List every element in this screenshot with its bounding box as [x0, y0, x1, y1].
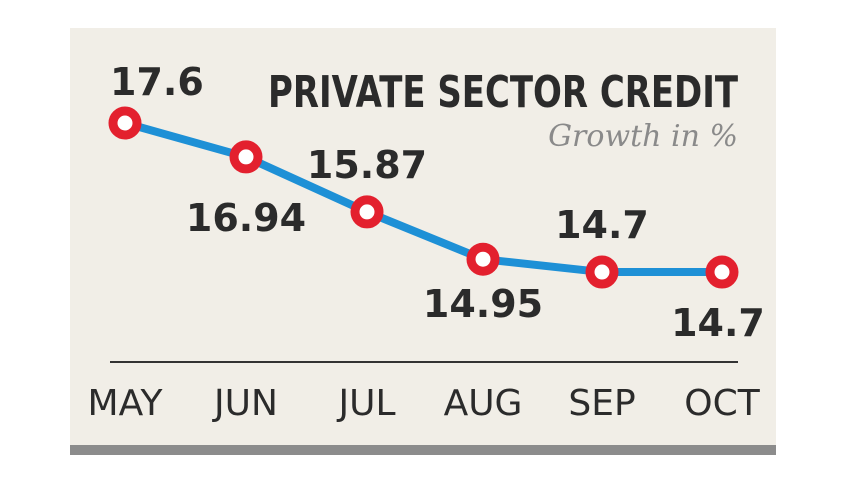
x-tick-label: JUL — [336, 383, 395, 424]
bottom-bar — [70, 445, 776, 455]
series-line — [123, 119, 722, 277]
x-tick-label: OCT — [684, 383, 760, 424]
data-label: 14.95 — [423, 282, 543, 326]
chart-title: PRIVATE SECTOR CREDIT — [268, 67, 738, 118]
data-point-marker — [585, 255, 619, 289]
data-label: 17.6 — [110, 60, 204, 104]
data-point-marker — [229, 140, 263, 174]
x-tick-label: MAY — [88, 383, 164, 424]
data-label: 14.7 — [671, 301, 765, 345]
x-tick-label: JUN — [212, 383, 278, 424]
data-point-marker — [466, 242, 500, 276]
data-label: 16.94 — [186, 196, 306, 240]
x-tick-label: SEP — [568, 383, 635, 424]
data-point-marker — [108, 106, 142, 140]
data-point-marker — [705, 255, 739, 289]
data-label: 15.87 — [307, 143, 427, 187]
chart-subtitle: Growth in % — [548, 119, 738, 154]
x-tick-label: AUG — [444, 383, 523, 424]
data-point-marker — [350, 195, 384, 229]
data-label: 14.7 — [555, 203, 649, 247]
